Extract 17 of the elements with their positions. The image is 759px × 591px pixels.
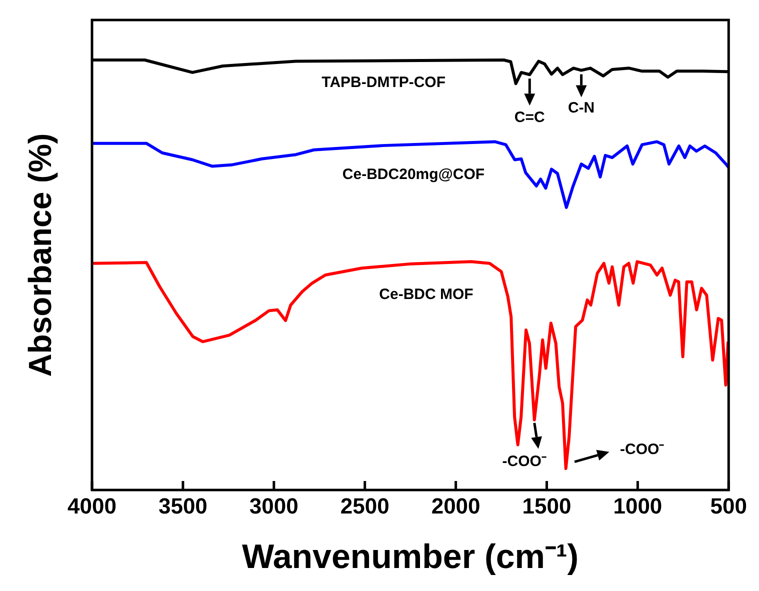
series-label: Ce-BDC20mg@COF xyxy=(342,166,485,184)
x-tick-label: 4000 xyxy=(68,493,116,518)
x-tick-label: 2500 xyxy=(340,493,390,518)
annotation: -COO⁻ xyxy=(620,441,664,458)
x-axis-title: Wanvenumber (cm⁻¹) xyxy=(242,538,579,576)
x-tick-label: 500 xyxy=(710,493,748,518)
x-tick-label: 3500 xyxy=(158,493,208,518)
x-tick-label: 1500 xyxy=(522,493,572,518)
annotation: C=C xyxy=(514,108,546,126)
series-label: TAPB-DMTP-COF xyxy=(322,74,446,92)
x-tick-label: 2000 xyxy=(431,493,480,518)
x-tick-label: 3000 xyxy=(249,493,298,518)
y-axis-title: Absorbance (%) xyxy=(22,133,58,377)
series-label: Ce-BDC MOF xyxy=(379,286,474,304)
annotation: -COO⁻ xyxy=(502,453,546,470)
annotation: C-N xyxy=(568,99,595,116)
x-tick-label: 1000 xyxy=(613,493,662,518)
